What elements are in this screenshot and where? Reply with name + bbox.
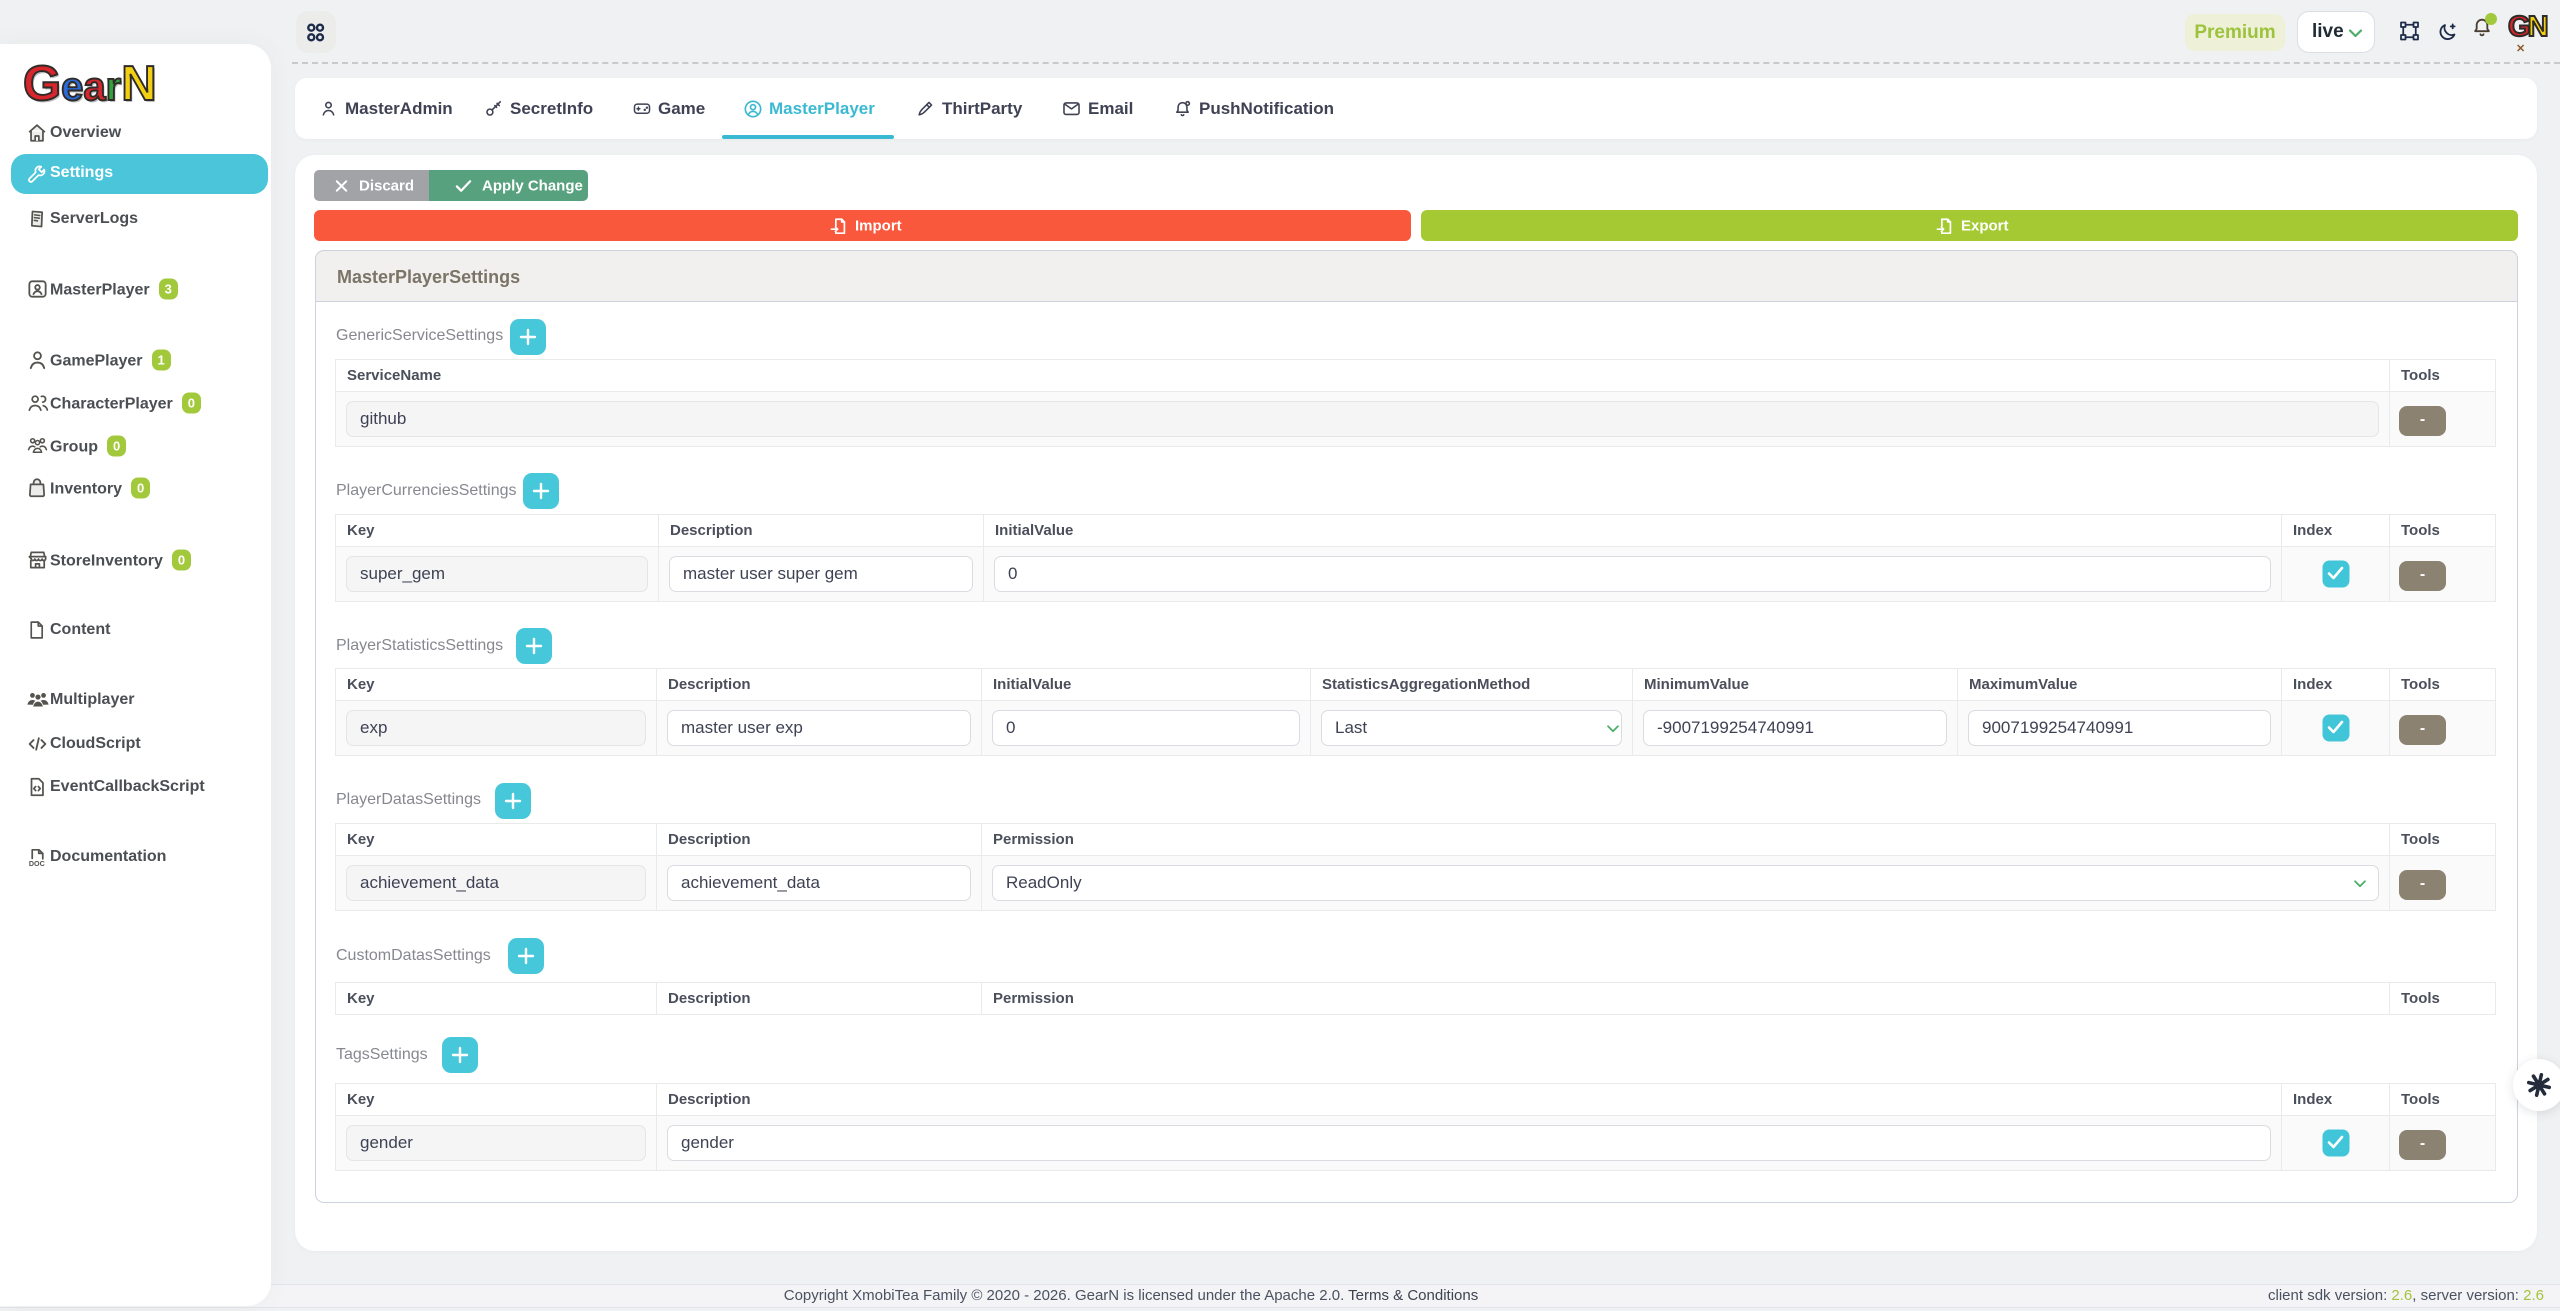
svg-text:DOC: DOC xyxy=(29,860,45,868)
